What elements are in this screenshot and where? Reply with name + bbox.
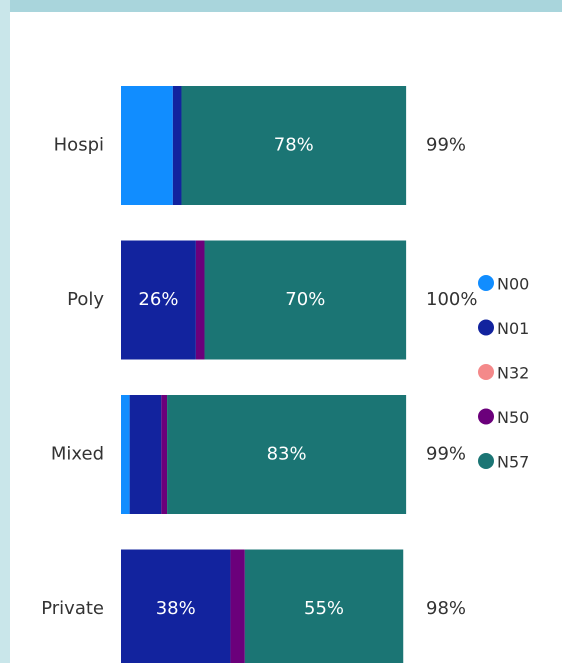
total-label: 100% — [426, 289, 477, 310]
data-label: 26% — [138, 289, 178, 310]
legend-label: N32 — [497, 364, 529, 383]
legend-marker — [478, 364, 494, 380]
total-label: 99% — [426, 135, 466, 156]
data-label: 55% — [304, 598, 344, 619]
category-label: Private — [41, 598, 104, 619]
legend-label: N01 — [497, 319, 529, 338]
bar-segment — [181, 86, 407, 205]
total-label: 99% — [426, 444, 466, 465]
bar-segment — [129, 395, 162, 514]
bar-segment — [121, 549, 231, 663]
bar-segment — [230, 549, 245, 663]
legend-marker — [478, 319, 494, 336]
category-label: Mixed — [51, 444, 104, 465]
legend-label: N00 — [497, 275, 529, 294]
bar-segment — [244, 549, 404, 663]
legend-marker — [478, 275, 494, 291]
bar-segment — [172, 86, 182, 205]
data-label: 83% — [267, 444, 307, 465]
legend-marker — [478, 408, 494, 425]
bar-segment — [121, 395, 130, 514]
bar-segment — [195, 240, 205, 360]
data-label: 70% — [285, 289, 325, 310]
bar-segment — [121, 240, 196, 360]
top-border — [0, 0, 562, 12]
legend-label: N50 — [497, 408, 529, 427]
category-label: Hospi — [54, 135, 104, 156]
data-label: 78% — [274, 135, 314, 156]
total-label: 98% — [426, 598, 466, 619]
category-label: Poly — [67, 289, 104, 310]
legend-marker — [478, 453, 494, 469]
bar-segment — [204, 240, 407, 360]
left-border — [0, 0, 10, 663]
bar-segment — [167, 395, 407, 514]
data-label: 38% — [156, 598, 196, 619]
bar-segment — [161, 395, 168, 514]
legend-label: N57 — [497, 453, 529, 472]
bar-segment — [121, 86, 173, 205]
